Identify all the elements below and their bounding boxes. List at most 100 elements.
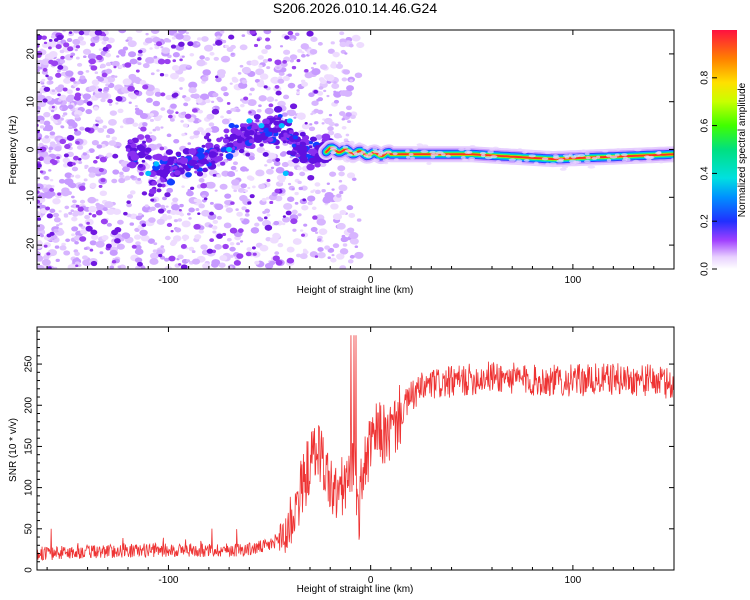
noise-speck (84, 127, 91, 132)
noise-speck (304, 68, 309, 73)
noise-blob (321, 189, 326, 193)
band-fuzz (344, 149, 353, 153)
noise-blob (324, 245, 331, 250)
noise-speck (73, 128, 78, 132)
noise-blob (332, 51, 340, 58)
noise-blob (198, 229, 204, 234)
noise-blob (296, 91, 301, 95)
noise-blob (84, 218, 94, 226)
noise-blob (208, 122, 215, 127)
noise-blob (59, 49, 65, 54)
band-fuzz (645, 155, 650, 159)
ridge-speck (273, 105, 283, 113)
ridge-speck (215, 158, 221, 162)
noise-blob (220, 55, 231, 63)
noise-blob (301, 123, 310, 130)
noise-blob (349, 114, 356, 120)
band-fuzz (544, 151, 552, 155)
noise-blob (75, 56, 80, 60)
noise-speck (164, 192, 171, 198)
snr-y-tick-label: 200 (24, 396, 35, 413)
noise-blob (70, 102, 75, 106)
noise-blob (58, 178, 66, 184)
noise-blob (333, 90, 337, 94)
noise-speck (307, 174, 315, 181)
band-fuzz (587, 165, 596, 169)
noise-speck (43, 86, 51, 92)
noise-blob (264, 209, 270, 214)
noise-speck (38, 156, 44, 161)
noise-blob (145, 165, 150, 169)
noise-blob (111, 60, 120, 67)
noise-blob (48, 80, 54, 85)
noise-blob (216, 72, 226, 79)
band-fuzz (331, 151, 337, 155)
noise-blob (205, 127, 213, 133)
noise-blob (344, 52, 348, 55)
noise-blob (252, 185, 256, 189)
band-fuzz (394, 158, 399, 162)
noise-blob (79, 75, 86, 80)
noise-speck (247, 201, 252, 205)
noise-blob (114, 75, 118, 78)
noise-blob (333, 99, 340, 104)
noise-blob (241, 66, 251, 74)
noise-speck (251, 246, 256, 250)
noise-speck (127, 85, 135, 92)
band-fuzz (508, 158, 517, 162)
noise-speck (312, 215, 318, 220)
noise-blob (160, 126, 164, 129)
noise-blob (229, 242, 235, 246)
noise-speck (98, 167, 104, 173)
noise-speck (164, 58, 171, 65)
noise-blob (63, 77, 72, 84)
noise-blob (53, 217, 61, 223)
noise-blob (149, 118, 155, 122)
noise-blob (156, 69, 160, 72)
noise-speck (53, 113, 61, 120)
noise-blob (327, 48, 335, 54)
noise-blob (348, 212, 356, 219)
noise-blob (101, 40, 107, 45)
noise-speck (168, 255, 176, 262)
noise-blob (269, 260, 276, 266)
band-fuzz (541, 157, 549, 161)
noise-speck (222, 243, 229, 250)
noise-blob (330, 41, 335, 45)
noise-blob (59, 59, 66, 64)
noise-speck (137, 49, 143, 54)
noise-speck (95, 156, 100, 160)
spectrogram-y-tick-label: 10 (26, 96, 37, 108)
noise-blob (246, 247, 252, 252)
noise-blob (197, 119, 202, 123)
noise-blob (216, 215, 222, 220)
hot-spot (282, 170, 289, 176)
noise-blob (116, 145, 120, 149)
noise-blob (330, 203, 339, 210)
noise-speck (98, 88, 103, 92)
noise-blob (300, 229, 304, 232)
noise-blob (240, 183, 247, 189)
noise-blob (219, 254, 228, 261)
noise-blob (74, 261, 81, 266)
noise-blob (178, 77, 185, 82)
noise-blob (78, 223, 83, 227)
noise-blob (278, 179, 284, 184)
ridge-speck (144, 147, 152, 153)
band-fuzz (360, 150, 366, 154)
band-fuzz (562, 154, 571, 158)
noise-blob (102, 36, 109, 42)
noise-blob (106, 208, 115, 215)
noise-blob (152, 249, 158, 253)
noise-speck (37, 199, 41, 204)
noise-blob (120, 52, 126, 57)
ridge-speck (262, 123, 270, 130)
ridge-speck (188, 148, 197, 155)
noise-blob (40, 234, 44, 238)
noise-blob (44, 135, 50, 139)
noise-speck (85, 225, 93, 232)
noise-blob (137, 52, 143, 57)
band-fuzz (585, 156, 591, 160)
noise-blob (100, 98, 106, 103)
noise-speck (53, 38, 59, 42)
